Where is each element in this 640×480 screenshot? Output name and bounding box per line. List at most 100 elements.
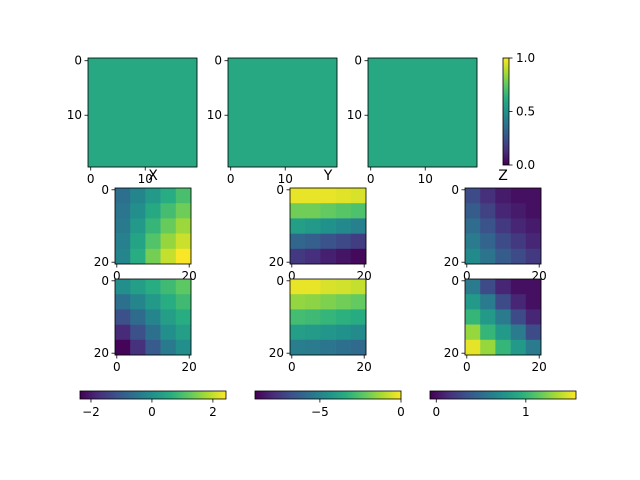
heatmap-cell [350, 233, 367, 250]
colorbar-tick-label: 1 [522, 405, 530, 419]
heatmap-cell [480, 339, 496, 356]
heatmap-cell [350, 248, 367, 265]
y-tick-label: 0 [101, 183, 109, 197]
heatmap-cell [495, 203, 511, 219]
heatmap-cell [465, 279, 481, 295]
heatmap-cell [320, 324, 336, 341]
heatmap-cell [160, 233, 177, 250]
x-tick-label: 0 [463, 269, 471, 283]
axes-frame [289, 187, 367, 265]
heatmap-cell [335, 324, 352, 341]
heatmap-cell [145, 248, 161, 265]
heatmap-cell [145, 339, 161, 356]
heatmap-cell [160, 309, 177, 325]
colorbar-tick-label: 0.0 [516, 158, 535, 172]
heatmap-cell [510, 324, 527, 341]
heatmap-cell [145, 324, 161, 341]
heatmap-cell [495, 248, 511, 265]
heatmap-cell [130, 218, 146, 234]
heatmap-cell [320, 188, 336, 204]
heatmap-cell [175, 233, 192, 250]
heatmap-cell [130, 294, 146, 310]
heatmap-cell [350, 203, 367, 219]
heatmap-cell [480, 279, 496, 295]
panel-title: Y [323, 168, 333, 184]
heatmap-cell [290, 218, 306, 234]
heatmap-cell [495, 218, 511, 234]
colorbar-tick-label: 0.5 [516, 105, 535, 119]
heatmap-cell [525, 339, 542, 356]
heatmap-cell [175, 203, 192, 219]
y-tick-label: 10 [207, 108, 222, 122]
heatmap-cell [115, 188, 131, 204]
heatmap-cell [160, 339, 177, 356]
heatmap-cell [290, 339, 306, 356]
heatmap-cell [115, 324, 131, 341]
heatmap-cell [510, 188, 527, 204]
heatmap-cell [305, 309, 321, 325]
heatmap-cell [130, 233, 146, 250]
heatmap-cell [495, 324, 511, 341]
heatmap-cell [145, 218, 161, 234]
heatmap-cell [228, 58, 338, 168]
heatmap-cell [350, 324, 367, 341]
heatmap-cell [115, 218, 131, 234]
heatmap-cell [145, 203, 161, 219]
colorbar-tick-label: 1.0 [516, 51, 535, 65]
heatmap-cell [175, 309, 192, 325]
heatmap-cell [160, 203, 177, 219]
x-tick-label: 0 [113, 269, 121, 283]
heatmap-cell [115, 233, 131, 250]
heatmap-cell [465, 248, 481, 265]
heatmap-cell [320, 218, 336, 234]
y-tick-label: 20 [444, 346, 459, 360]
y-tick-label: 0 [276, 274, 284, 288]
heatmap-cell [160, 188, 177, 204]
heatmap-cell [130, 324, 146, 341]
axes-frame [114, 187, 192, 265]
heatmap-cell [175, 324, 192, 341]
heatmap-cell [495, 188, 511, 204]
heatmap-cell [480, 218, 496, 234]
y-tick-label: 0 [214, 54, 222, 68]
axes-frame [87, 57, 198, 168]
heatmap-cell [305, 188, 321, 204]
heatmap-cell [175, 188, 192, 204]
heatmap-cell [305, 279, 321, 295]
x-tick-label: 0 [288, 360, 296, 374]
heatmap-cell [335, 218, 352, 234]
heatmap-cell [510, 309, 527, 325]
y-tick-label: 20 [94, 255, 109, 269]
heatmap-cell [335, 339, 352, 356]
heatmap-cell [465, 233, 481, 250]
heatmap-cell [160, 294, 177, 310]
heatmap-cell [290, 309, 306, 325]
colorbar [254, 390, 402, 400]
x-tick-label: 0 [367, 172, 375, 186]
heatmap-cell [465, 203, 481, 219]
heatmap-cell [335, 233, 352, 250]
heatmap-cell [305, 294, 321, 310]
heatmap-cell [335, 294, 352, 310]
heatmap-cell [350, 279, 367, 295]
heatmap-cell [305, 218, 321, 234]
heatmap-cell [115, 309, 131, 325]
y-tick-label: 0 [451, 183, 459, 197]
heatmap-cell [320, 203, 336, 219]
heatmap-cell [495, 233, 511, 250]
x-tick-label: 0 [87, 172, 95, 186]
heatmap-cell [130, 203, 146, 219]
heatmap-cell [350, 294, 367, 310]
heatmap-cell [335, 248, 352, 265]
heatmap-cell [130, 188, 146, 204]
heatmap-cell [130, 339, 146, 356]
heatmap-cell [465, 309, 481, 325]
heatmap-cell [525, 233, 542, 250]
heatmap-cell [115, 203, 131, 219]
heatmap-cell [525, 218, 542, 234]
colorbar-tick-label: −5 [311, 405, 329, 419]
heatmap-cell [480, 203, 496, 219]
colorbar-tick-label: 0 [397, 405, 405, 419]
heatmap-cell [290, 233, 306, 250]
